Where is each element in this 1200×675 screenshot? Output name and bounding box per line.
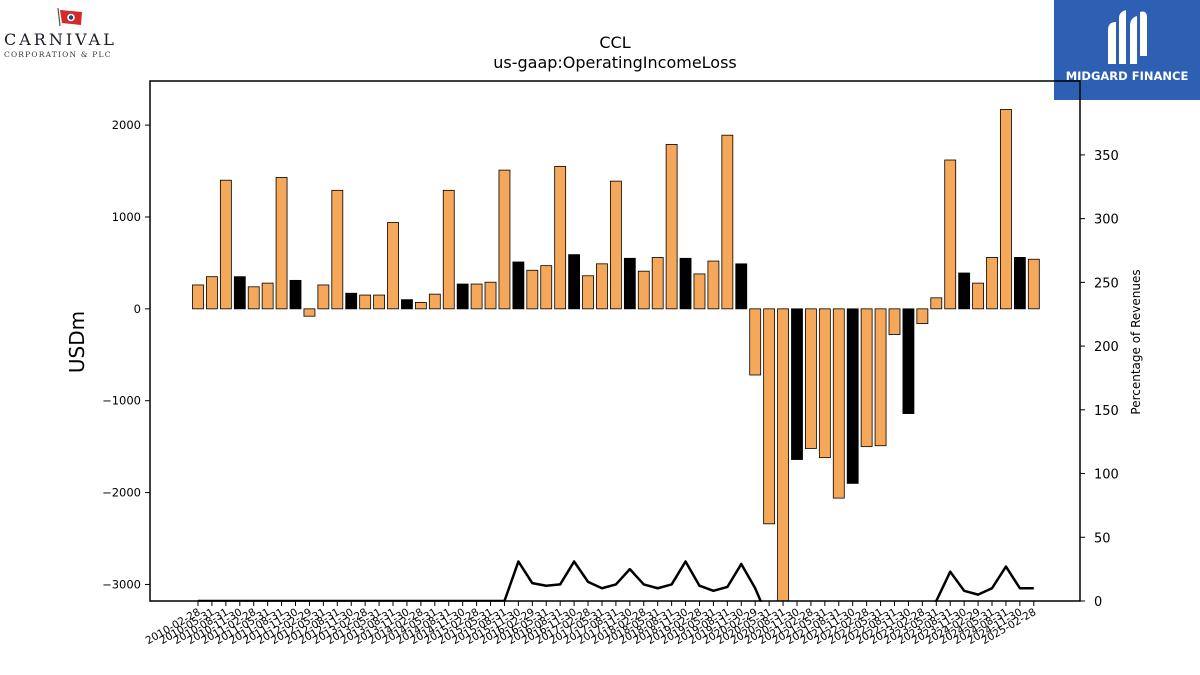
bar-2021-11-30	[846, 308, 859, 484]
bar-2023-11-30	[958, 272, 971, 310]
line-group	[149, 560, 1081, 642]
bar-2022-05-31	[874, 308, 887, 447]
bar-2018-11-30	[679, 257, 692, 310]
y2-tick-label: 0	[1094, 595, 1102, 610]
bar-2011-08-31	[275, 177, 288, 310]
bar-2017-02-28	[582, 275, 594, 310]
y-axis-label: USDm	[65, 311, 89, 373]
bar-2013-11-30	[401, 299, 413, 310]
bar-2012-08-31	[331, 189, 344, 310]
bar-2014-08-31	[442, 189, 455, 310]
company-subname: CORPORATION & PLC	[4, 50, 112, 59]
bar-2010-05-31	[206, 276, 218, 310]
midgard-finance-logo: MIDGARD FINANCE	[1054, 0, 1200, 100]
bar-2023-05-31	[930, 297, 943, 310]
bar-2016-11-30	[568, 254, 581, 310]
bar-2014-02-28	[414, 302, 427, 310]
chart-subtitle: us-gaap:OperatingIncomeLoss	[493, 53, 737, 72]
bar-2016-08-31	[554, 166, 567, 310]
bar-2024-08-31	[1000, 109, 1012, 310]
bars-group	[192, 109, 1040, 602]
y-tick-label: −2000	[102, 486, 141, 500]
bar-2016-02-29	[526, 269, 539, 310]
bar-2019-05-31	[707, 260, 720, 310]
y-tick-label: 2000	[112, 118, 141, 132]
y2-tick-label: 150	[1094, 404, 1119, 419]
bar-2013-02-28	[359, 294, 372, 310]
bar-2025-02-28	[1027, 258, 1040, 310]
bar-2024-05-31	[986, 256, 998, 310]
publisher-name: MIDGARD FINANCE	[1065, 69, 1189, 83]
bar-2017-05-31	[596, 263, 608, 310]
y2-tick-label: 200	[1094, 340, 1119, 355]
company-name: CARNIVAL	[4, 30, 117, 49]
bar-2018-05-31	[651, 256, 664, 310]
y-tick-label: −1000	[102, 394, 141, 408]
bar-2017-08-31	[610, 180, 622, 310]
bar-2018-02-28	[637, 270, 650, 310]
bar-2010-11-30	[233, 276, 246, 310]
bar-2013-08-31	[387, 222, 399, 310]
bar-2012-05-31	[317, 284, 330, 310]
bar-2011-11-30	[289, 279, 302, 310]
bar-2019-11-30	[735, 263, 748, 310]
bar-2023-08-31	[944, 159, 957, 310]
flag-icon	[57, 7, 82, 27]
bar-2011-05-31	[261, 282, 274, 310]
y-tick-label: 1000	[112, 210, 141, 224]
bar-2019-08-31	[721, 134, 734, 310]
axes-group: 200010000−1000−2000−30003503002502001501…	[102, 118, 1119, 647]
y2-tick-label: 250	[1094, 276, 1119, 291]
plot-frame	[149, 80, 1081, 602]
bar-2010-02-28	[192, 284, 204, 310]
bar-2022-11-30	[902, 308, 915, 414]
bar-2015-05-31	[484, 281, 497, 310]
bar-2014-05-31	[428, 293, 441, 310]
y2-axis-label: Percentage of Revenues	[1129, 269, 1143, 414]
bar-2021-08-31	[832, 308, 845, 499]
y2-tick-label: 50	[1094, 531, 1111, 546]
bar-2016-05-31	[540, 265, 553, 310]
midgard-mark-icon	[1108, 10, 1147, 64]
bar-2024-11-30	[1013, 256, 1026, 310]
carnival-logo: CARNIVAL CORPORATION & PLC	[4, 6, 134, 59]
bar-2011-02-28	[247, 286, 260, 310]
y-tick-label: 0	[134, 302, 141, 316]
y2-tick-label: 300	[1094, 213, 1119, 228]
line-clip-mask	[149, 601, 1081, 642]
bar-2015-02-28	[470, 283, 483, 310]
bar-2012-02-29	[303, 308, 316, 317]
bar-2017-11-30	[623, 257, 636, 310]
y2-tick-label: 350	[1094, 149, 1119, 164]
bar-2022-02-28	[860, 308, 873, 448]
chart-title: CCL	[599, 33, 630, 52]
bar-2018-08-31	[665, 143, 678, 310]
bar-2010-08-31	[219, 179, 232, 310]
bar-2012-11-30	[345, 292, 358, 310]
bar-2020-08-31	[777, 308, 789, 602]
bar-2023-02-28	[916, 308, 929, 324]
bar-2021-02-28	[805, 308, 817, 449]
bar-2021-05-31	[818, 308, 831, 459]
bar-2014-11-30	[456, 283, 469, 310]
bar-2013-05-31	[373, 294, 385, 310]
bar-2015-11-30	[512, 261, 525, 310]
bar-2019-02-28	[693, 273, 706, 310]
bar-2024-02-29	[972, 282, 984, 310]
bar-2015-08-31	[498, 169, 511, 310]
y2-tick-label: 100	[1094, 468, 1119, 483]
bar-2020-02-29	[749, 308, 762, 376]
bar-2020-11-30	[791, 308, 803, 460]
bar-2022-08-31	[888, 308, 901, 335]
y-tick-label: −3000	[102, 577, 141, 591]
bar-2020-05-31	[763, 308, 776, 525]
